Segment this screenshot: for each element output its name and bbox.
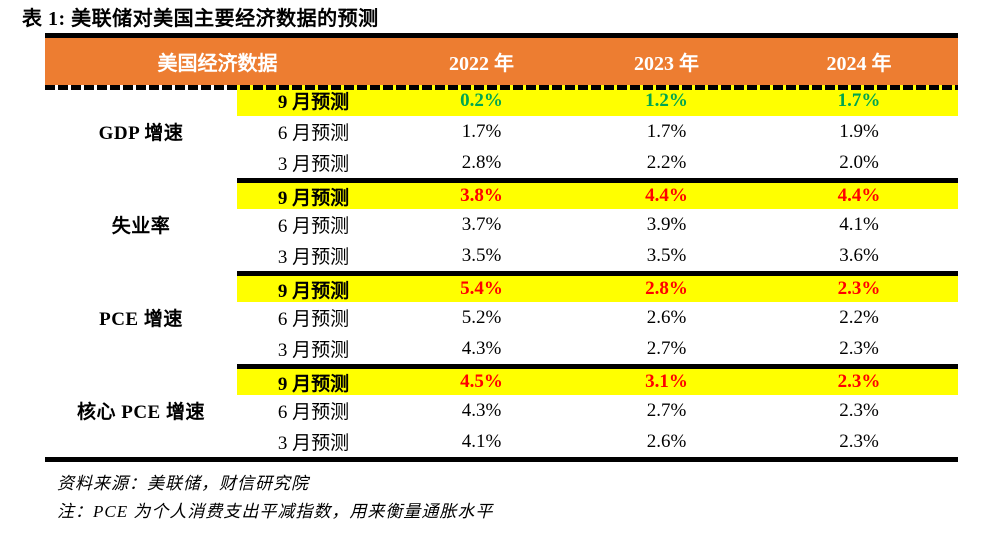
month-cell: 3 月预测 xyxy=(277,433,350,454)
value-cell: 2.3% xyxy=(839,430,879,452)
value-cell: 2.3% xyxy=(760,364,958,395)
month-cell: 3 月预测 xyxy=(277,154,350,175)
value-cell: 2.3% xyxy=(839,337,879,359)
header-dashed-divider xyxy=(45,85,958,90)
indicator-cell: PCE 增速 xyxy=(99,309,183,330)
header-year-2022: 2022 年 xyxy=(449,53,514,75)
header-year-2023: 2023 年 xyxy=(634,53,699,75)
value-cell: 3.1% xyxy=(573,364,760,395)
value-cell: 3.8% xyxy=(390,178,573,209)
table-title: 表 1: 美联储对美国主要经济数据的预测 xyxy=(22,8,379,30)
value-cell: 3.7% xyxy=(461,213,502,235)
value-cell: 2.0% xyxy=(839,151,879,173)
table-footer: 资料来源：美联储，财信研究院 注：PCE 为个人消费支出平减指数，用来衡量通胀水… xyxy=(57,470,1003,526)
value-cell: 2.7% xyxy=(646,337,687,359)
table-top-border xyxy=(45,33,958,38)
value-cell: 3.5% xyxy=(461,244,502,266)
table-body: GDP 增速 9 月预测 0.2% 1.2% 1.7% 6 月预测 1.7% 1.7% 1.9%… xyxy=(45,85,958,457)
indicator-group: PCE 增速 9 月预测 5.4% 2.8% 2.3% 6 月预测 5.2% 2.6% 2.2%… xyxy=(45,271,958,364)
month-cell: 9 月预测 xyxy=(237,178,390,209)
indicator-cell: 失业率 xyxy=(111,216,171,237)
value-cell: 3.9% xyxy=(646,213,687,235)
month-cell: 9 月预测 xyxy=(237,271,390,302)
pce-note: 注：PCE 为个人消费支出平减指数，用来衡量通胀水平 xyxy=(57,502,494,521)
forecast-table: 美国经济数据 2022 年 2023 年 2024 年 GDP 增速 9 月预测 0… xyxy=(45,33,958,462)
indicator-group: 失业率 9 月预测 3.8% 4.4% 4.4% 6 月预测 3.7% 3.9% 4.1% 3 月… xyxy=(45,178,958,271)
value-cell: 2.7% xyxy=(646,399,687,421)
value-cell: 3.6% xyxy=(839,244,879,266)
month-cell: 3 月预测 xyxy=(277,340,350,361)
value-cell: 1.7% xyxy=(461,120,502,142)
value-cell: 2.8% xyxy=(461,151,502,173)
value-cell: 4.4% xyxy=(760,178,958,209)
value-cell: 1.7% xyxy=(646,120,687,142)
month-cell: 6 月预测 xyxy=(277,216,350,237)
header-economic-data: 美国经济数据 xyxy=(157,53,278,75)
value-cell: 2.3% xyxy=(760,271,958,302)
indicator-cell: GDP 增速 xyxy=(98,123,184,144)
month-cell: 6 月预测 xyxy=(277,309,350,330)
value-cell: 1.7% xyxy=(760,85,958,116)
value-cell: 5.2% xyxy=(461,306,502,328)
value-cell: 2.6% xyxy=(646,430,687,452)
value-cell: 5.4% xyxy=(390,271,573,302)
month-cell: 6 月预测 xyxy=(277,123,350,144)
value-cell: 1.2% xyxy=(573,85,760,116)
value-cell: 4.3% xyxy=(461,337,502,359)
header-year-2024: 2024 年 xyxy=(826,53,892,75)
value-cell: 4.4% xyxy=(573,178,760,209)
value-cell: 4.5% xyxy=(390,364,573,395)
value-cell: 4.1% xyxy=(461,430,502,452)
month-cell: 3 月预测 xyxy=(277,247,350,268)
value-cell: 2.2% xyxy=(839,306,879,328)
value-cell: 0.2% xyxy=(390,85,573,116)
month-cell: 6 月预测 xyxy=(277,402,350,423)
value-cell: 2.3% xyxy=(839,399,879,421)
value-cell: 2.8% xyxy=(573,271,760,302)
month-cell: 9 月预测 xyxy=(237,85,390,116)
indicator-cell: 核心 PCE 增速 xyxy=(76,402,205,423)
indicator-group: 核心 PCE 增速 9 月预测 4.5% 3.1% 2.3% 6 月预测 4.3% 2.7% 2… xyxy=(45,364,958,457)
month-cell: 9 月预测 xyxy=(237,364,390,395)
table-header-row: 美国经济数据 2022 年 2023 年 2024 年 xyxy=(45,38,958,85)
value-cell: 1.9% xyxy=(839,120,879,142)
value-cell: 4.3% xyxy=(461,399,502,421)
source-note: 资料来源：美联储，财信研究院 xyxy=(57,474,309,493)
value-cell: 3.5% xyxy=(646,244,687,266)
value-cell: 2.2% xyxy=(646,151,687,173)
value-cell: 4.1% xyxy=(839,213,879,235)
table-bottom-border xyxy=(45,457,958,462)
value-cell: 2.6% xyxy=(646,306,687,328)
indicator-group: GDP 增速 9 月预测 0.2% 1.2% 1.7% 6 月预测 1.7% 1.7% 1.9%… xyxy=(45,85,958,178)
